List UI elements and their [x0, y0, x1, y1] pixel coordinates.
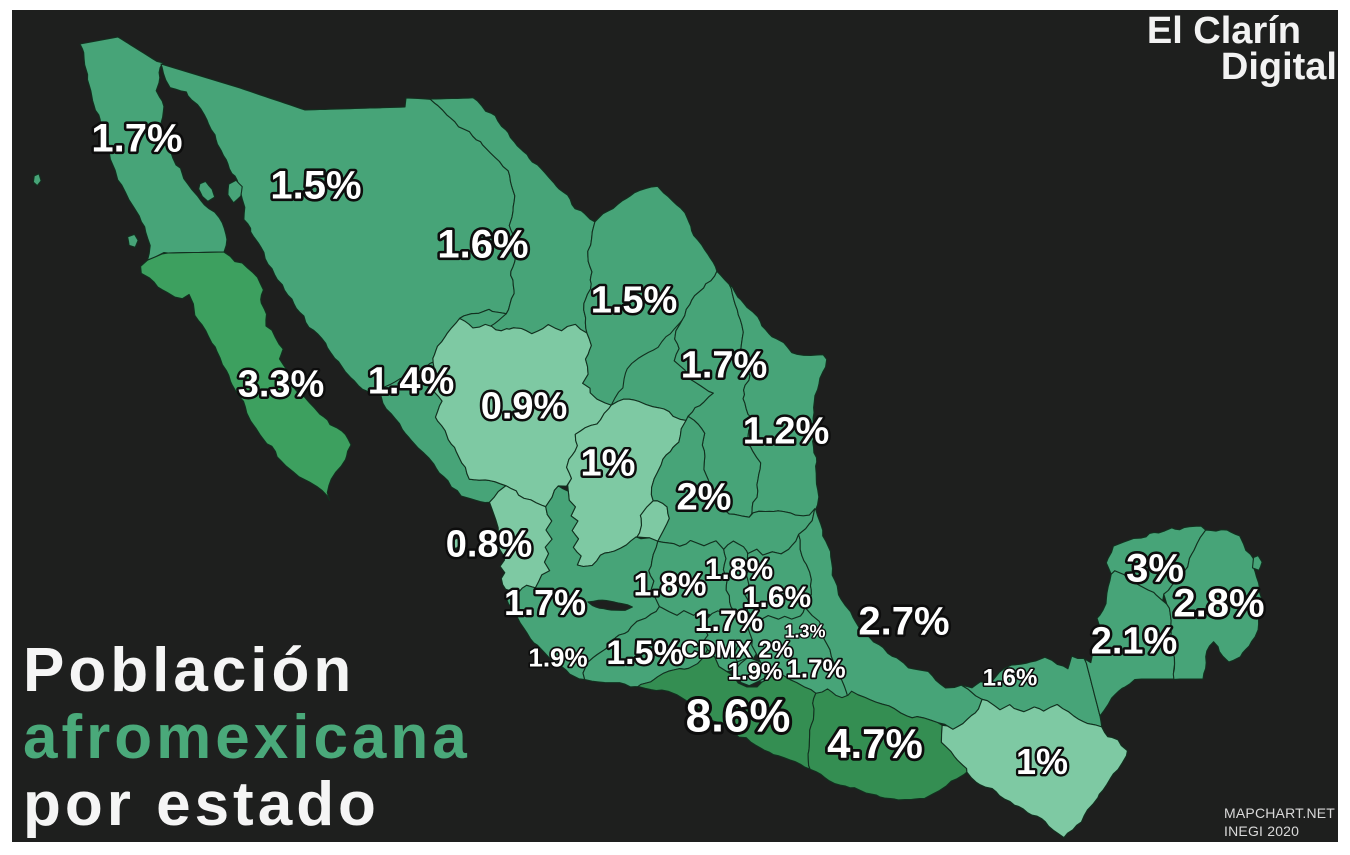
state-label-colima: 1.9%	[528, 642, 587, 672]
water-lake-chapala	[587, 599, 633, 611]
state-label-hidalgo: 1.6%	[743, 581, 811, 614]
state-label-veracruz: 2.7%	[858, 599, 949, 643]
state-label-nuevo-leon: 1.7%	[681, 345, 768, 387]
publisher-logo: El Clarín Digital	[1146, 10, 1337, 88]
state-label-zacatecas: 1%	[581, 443, 636, 485]
state-label-michoacan: 1.5%	[606, 634, 684, 672]
state-baja-california-sur[interactable]	[140, 251, 352, 501]
state-label-baja-california-sur: 3.3%	[238, 364, 325, 406]
state-label-mexico-state: 1.7%	[695, 605, 763, 638]
state-label-jalisco: 1.7%	[504, 582, 586, 623]
state-label-tlaxcala: 1.3%	[784, 621, 825, 641]
state-label-tamaulipas: 1.2%	[743, 411, 830, 453]
state-label-guanajuato: 1.8%	[634, 567, 707, 603]
state-label-nayarit: 0.8%	[446, 524, 533, 566]
state-durango[interactable]	[428, 317, 612, 508]
state-label-campeche: 2.1%	[1091, 621, 1178, 663]
title-line-1: Población	[23, 636, 356, 705]
attribution-data: INEGI 2020	[1224, 823, 1300, 839]
island-islas-marias	[449, 537, 462, 550]
state-label-oaxaca: 4.7%	[827, 720, 923, 767]
attribution-source: MAPCHART.NET	[1224, 805, 1336, 821]
state-oaxaca[interactable]	[807, 688, 968, 801]
logo-line-1: El Clarín	[1146, 10, 1301, 52]
island-isla-tiburon	[227, 179, 243, 204]
island-isla-cozumel	[1251, 555, 1263, 571]
border-coahuila-inner	[610, 319, 683, 406]
title-line-2: afromexicana	[23, 703, 471, 772]
state-label-cdmx: CDMX 2%	[681, 637, 793, 664]
state-label-baja-california: 1.7%	[91, 116, 182, 160]
state-label-coahuila: 1.5%	[591, 280, 678, 322]
state-label-sinaloa: 1.4%	[368, 361, 455, 403]
state-guerrero[interactable]	[637, 649, 817, 770]
state-label-sonora: 1.5%	[270, 163, 361, 207]
map-title: Población afromexicana por estado	[23, 637, 471, 838]
states-layer	[32, 36, 1263, 839]
state-label-durango: 0.9%	[481, 386, 568, 428]
title-line-3: por estado	[23, 770, 380, 839]
state-veracruz[interactable]	[798, 508, 983, 730]
island-isla-angel-de-la-guarda	[198, 180, 216, 202]
state-label-guerrero: 8.6%	[686, 690, 791, 742]
state-label-queretaro: 1.8%	[705, 553, 773, 586]
inner-borders-layer	[610, 319, 683, 406]
state-label-tabasco: 1.6%	[983, 665, 1038, 692]
state-label-morelos: 1.9%	[728, 659, 783, 686]
state-label-san-luis-potosi: 2%	[677, 477, 732, 519]
state-label-puebla: 1.7%	[786, 653, 845, 683]
state-chiapas[interactable]	[940, 698, 1128, 839]
state-label-chiapas: 1%	[1016, 741, 1068, 782]
state-label-quintana-roo: 2.8%	[1173, 581, 1264, 625]
island-isla-guadalupe	[32, 173, 42, 187]
logo-line-2: Digital	[1220, 46, 1337, 88]
state-label-yucatan: 3%	[1126, 546, 1184, 590]
labels-layer: 1.7%1.5%1.6%3.3% 1.4%0.9%1.5%1.7%1.2%1%2%…	[89, 114, 1267, 785]
island-isla-cedros	[127, 233, 139, 248]
state-label-chihuahua: 1.6%	[437, 222, 528, 266]
attribution: MAPCHART.NET INEGI 2020	[1224, 804, 1335, 840]
